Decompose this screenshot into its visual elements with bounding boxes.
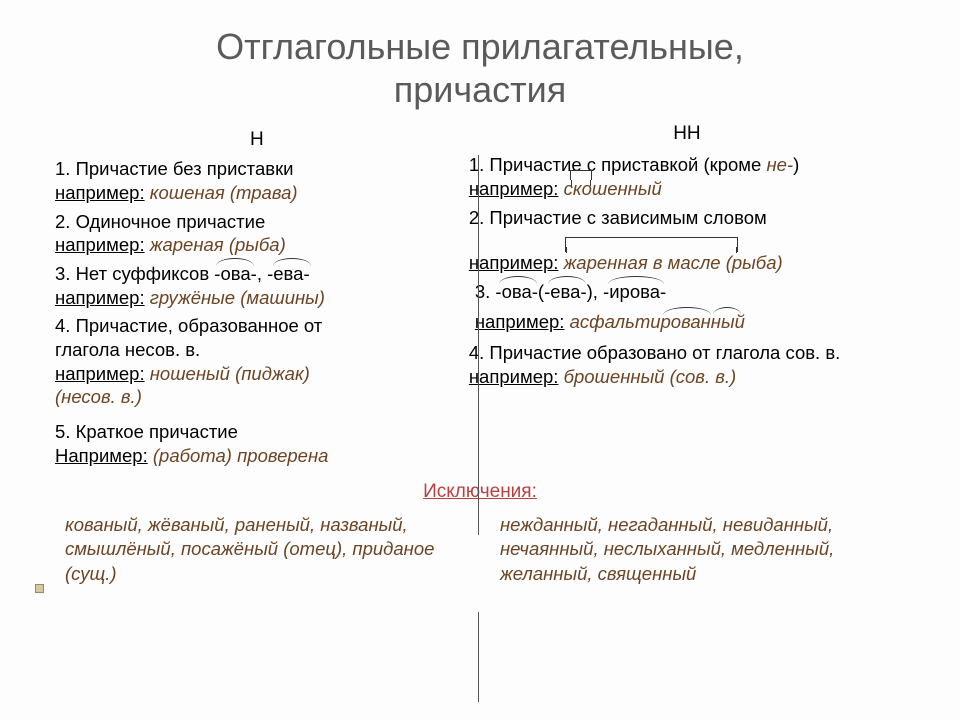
right-rule-2: 2. Причастие с зависимым словом — [469, 206, 905, 230]
exceptions-row: кованый, жёваный, раненый, названый, смы… — [55, 513, 905, 585]
example-text: скошенный — [564, 177, 662, 201]
example-label: например: — [475, 311, 565, 332]
example-label: например: — [55, 234, 145, 255]
example-label: Например: — [55, 445, 148, 466]
title-line2: причастия — [394, 69, 567, 110]
column-left: Н 1. Причастие без приставки например: к… — [55, 129, 459, 414]
right-rule-3: 3. -ова-(-ева-), -ирова- — [475, 280, 905, 304]
arc-mark — [663, 307, 711, 315]
right-rule-3-example: например: асфальтированный — [475, 310, 905, 334]
example-text: жареная (рыба) — [145, 234, 286, 255]
left-rule-1-text: 1. Причастие без приставки — [55, 158, 294, 179]
example-text: гружёные (машины) — [145, 287, 325, 308]
left-rule-4a: 4. Причастие, образованное от — [55, 315, 322, 336]
dependency-bracket — [565, 237, 738, 247]
example-label: например: — [469, 252, 559, 273]
arc-mark — [499, 276, 537, 284]
example-text2: (несов. в.) — [55, 386, 142, 407]
right-rule-2-example: например: жаренная в масле (рыба) — [469, 251, 905, 275]
title-line1: Отглагольные прилагательные, — [216, 26, 744, 67]
txt: скошенный — [564, 178, 662, 199]
left-rule-2: 2. Одиночное причастие например: жареная… — [55, 210, 459, 257]
left-header: Н — [55, 129, 459, 151]
exceptions-left: кованый, жёваный, раненый, названый, смы… — [65, 513, 460, 585]
bracket-leg — [737, 246, 738, 252]
right-rule-4-text: 4. Причастие образовано от глагола сов. … — [469, 342, 840, 363]
arc-mark — [548, 276, 586, 284]
prefix-bracket — [570, 170, 592, 180]
right-rule-4: 4. Причастие образовано от глагола сов. … — [469, 341, 905, 388]
right-rule-1-text: 1. Причастие с приставкой (кроме — [469, 154, 767, 175]
right-header: НН — [469, 123, 905, 145]
example-label: например: — [55, 182, 145, 203]
ne-prefix: не- — [766, 154, 793, 175]
example-text: кошеная (трава) — [145, 182, 298, 203]
example-text: (работа) проверена — [148, 445, 329, 466]
example-label: например: — [469, 366, 559, 387]
exceptions-divider — [478, 612, 479, 702]
left-rule-2-text: 2. Одиночное причастие — [55, 211, 265, 232]
left-rule-3: 3. Нет суффиксов -ова-, -ева- например: … — [55, 262, 459, 309]
example-text: ношеный (пиджак) — [145, 363, 310, 384]
arc-mark — [608, 276, 664, 284]
right-rule-1: 1. Причастие с приставкой (кроме не-) на… — [469, 153, 905, 200]
rule-5-text: 5. Краткое причастие — [55, 421, 238, 442]
paren-close: ) — [793, 154, 799, 175]
bullet-square — [35, 584, 44, 593]
left-rule-1: 1. Причастие без приставки например: кош… — [55, 157, 459, 204]
column-divider — [478, 155, 479, 535]
arc-mark — [273, 258, 311, 266]
column-right: НН 1. Причастие с приставкой (кроме не-)… — [469, 129, 905, 414]
bracket-leg — [565, 246, 566, 252]
arc-mark — [713, 307, 741, 315]
txt: 3. Нет суффиксов -ова-, -ева- — [55, 263, 310, 284]
left-rule-3-text: 3. Нет суффиксов -ова-, -ева- — [55, 262, 310, 286]
example-label: например: — [469, 178, 559, 199]
left-rule-4b: глагола несов. в. — [55, 339, 200, 360]
left-rule-4: 4. Причастие, образованное от глагола не… — [55, 314, 459, 409]
right-rule-3-text: 3. -ова-(-ева-), -ирова- — [475, 280, 666, 304]
example-label: например: — [55, 363, 145, 384]
example-text: жаренная в масле (рыба) — [558, 252, 782, 273]
example-text: асфальтированный — [570, 310, 745, 334]
rule-5: 5. Краткое причастие Например: (работа) … — [55, 420, 905, 467]
arc-mark — [216, 258, 254, 266]
txt: 3. -ова-(-ева-), -ирова- — [475, 281, 666, 302]
example-label: например: — [55, 287, 145, 308]
exceptions-title: Исключения: — [55, 481, 905, 503]
page-title: Отглагольные прилагательные, причастия — [55, 25, 905, 111]
right-rule-2-text: 2. Причастие с зависимым словом — [469, 207, 767, 228]
example-text: брошенный (сов. в.) — [558, 366, 736, 387]
exceptions-right: нежданный, негаданный, невиданный, нечая… — [500, 513, 895, 585]
columns-container: Н 1. Причастие без приставки например: к… — [55, 129, 905, 414]
